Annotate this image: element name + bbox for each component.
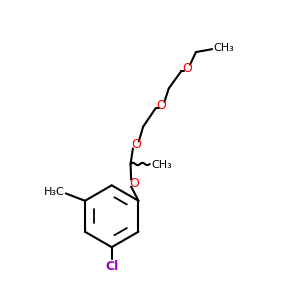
Text: H₃C: H₃C <box>44 187 64 197</box>
Text: O: O <box>157 99 166 112</box>
Text: O: O <box>131 138 141 151</box>
Text: O: O <box>129 177 139 190</box>
Text: CH₃: CH₃ <box>151 160 172 170</box>
Text: CH₃: CH₃ <box>214 43 234 53</box>
Text: O: O <box>182 62 192 75</box>
Text: Cl: Cl <box>105 260 118 273</box>
